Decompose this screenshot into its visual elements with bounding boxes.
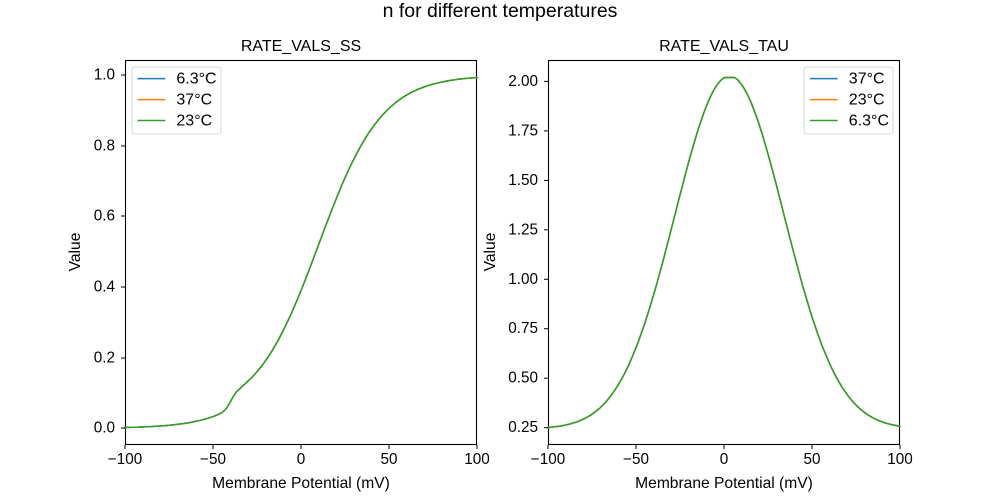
svg-text:23°C: 23°C (849, 92, 885, 109)
svg-text:100: 100 (887, 451, 913, 468)
svg-text:0.8: 0.8 (94, 138, 115, 155)
svg-text:n for different temperatures: n for different temperatures (383, 0, 618, 22)
svg-text:−50: −50 (623, 451, 649, 468)
svg-text:−100: −100 (108, 451, 142, 468)
svg-text:2.00: 2.00 (508, 73, 538, 90)
svg-text:6.3°C: 6.3°C (849, 112, 889, 129)
svg-text:50: 50 (803, 451, 820, 468)
svg-text:0.6: 0.6 (94, 208, 115, 225)
svg-text:Membrane Potential (mV): Membrane Potential (mV) (212, 475, 390, 492)
svg-text:100: 100 (464, 451, 490, 468)
svg-text:Value: Value (482, 233, 499, 272)
svg-text:0.75: 0.75 (508, 320, 538, 337)
svg-text:50: 50 (380, 451, 397, 468)
svg-text:0: 0 (297, 451, 306, 468)
svg-text:1.75: 1.75 (508, 122, 538, 139)
svg-text:23°C: 23°C (176, 112, 212, 129)
svg-text:37°C: 37°C (849, 71, 885, 88)
svg-text:0.4: 0.4 (94, 279, 116, 296)
svg-text:Membrane Potential (mV): Membrane Potential (mV) (635, 475, 813, 492)
svg-text:RATE_VALS_TAU: RATE_VALS_TAU (659, 38, 789, 55)
svg-text:RATE_VALS_SS: RATE_VALS_SS (241, 38, 361, 55)
svg-text:37°C: 37°C (176, 92, 212, 109)
svg-text:0.0: 0.0 (94, 420, 115, 437)
svg-text:−100: −100 (531, 451, 565, 468)
svg-text:1.0: 1.0 (94, 67, 115, 84)
svg-text:−50: −50 (200, 451, 226, 468)
svg-text:6.3°C: 6.3°C (176, 71, 216, 88)
svg-text:0.50: 0.50 (508, 370, 538, 387)
svg-text:1.25: 1.25 (508, 221, 538, 238)
svg-text:0.25: 0.25 (508, 419, 538, 436)
svg-text:Value: Value (67, 233, 84, 272)
svg-text:1.50: 1.50 (508, 172, 538, 189)
svg-text:0: 0 (720, 451, 729, 468)
svg-text:1.00: 1.00 (508, 271, 538, 288)
svg-text:0.2: 0.2 (94, 350, 115, 367)
